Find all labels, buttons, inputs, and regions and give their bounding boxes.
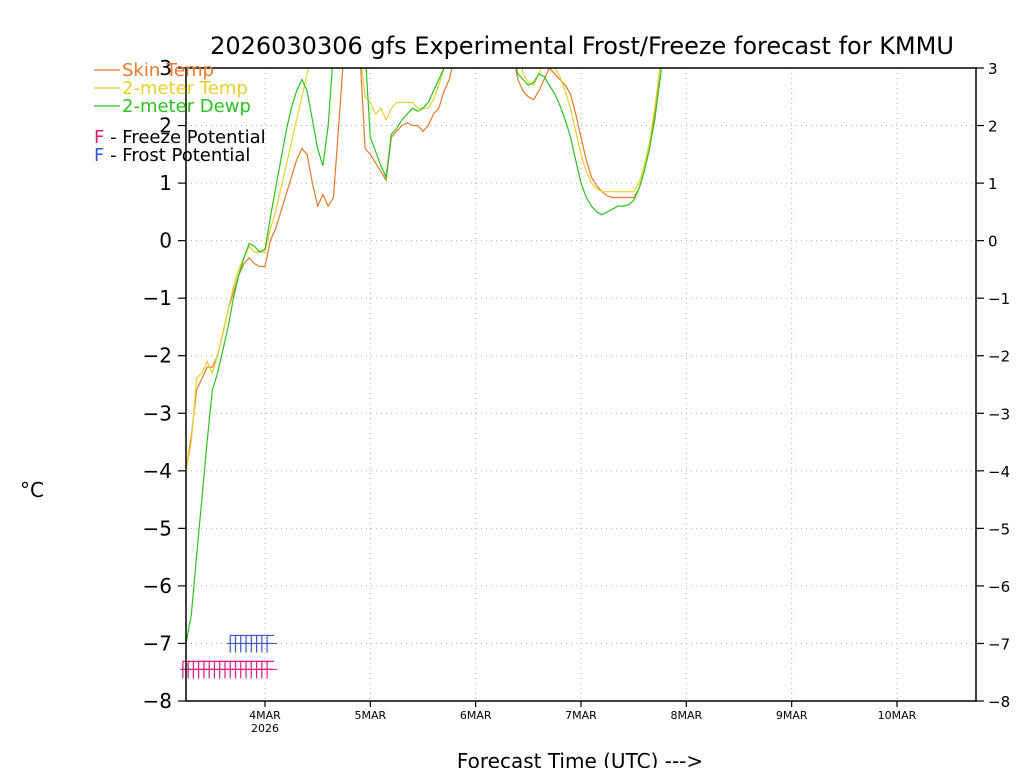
legend-entry: Skin Temp <box>122 60 214 81</box>
y-axis-ticks: −8 −7 −6 −5 −4 −3 −2 −1 0 1 2 3 <box>143 56 186 713</box>
x-axis-label: Forecast Time (UTC) ---> <box>457 749 703 768</box>
legend-entry: 2-meter Dewp <box>122 96 251 117</box>
series-line-2-meter-temp <box>361 68 445 122</box>
potential-marker-f <box>266 660 275 679</box>
grid <box>186 68 976 701</box>
y-tick-label: 1 <box>159 171 172 195</box>
potential-marker-f <box>266 634 275 653</box>
series-line-2-meter-dewp <box>515 68 663 216</box>
x-tick-label: 10MAR <box>878 709 917 722</box>
series-line-skin-temp <box>186 68 344 471</box>
y-right-tick-label: −7 <box>988 635 1010 653</box>
x-tick-label: 8MAR <box>670 709 702 722</box>
y-tick-label: −2 <box>143 344 172 368</box>
legend-marker-entry: F - Freeze Potential <box>94 127 266 148</box>
y-tick-label: −8 <box>143 689 172 713</box>
y-right-tick-label: −3 <box>988 405 1010 423</box>
y-right-tick-label: −2 <box>988 348 1010 366</box>
y-tick-label: −1 <box>143 286 172 310</box>
y-right-tick-label: −8 <box>988 693 1010 711</box>
y-right-tick-label: −6 <box>988 578 1010 596</box>
series-line-2-meter-dewp <box>186 68 333 644</box>
x-tick-label: 7MAR <box>565 709 597 722</box>
y-right-tick-label: −5 <box>988 520 1010 538</box>
series-line-2-meter-temp <box>521 68 661 193</box>
x-tick-year-label: 2026 <box>251 722 279 735</box>
chart-title: 2026030306 gfs Experimental Frost/Freeze… <box>210 32 954 60</box>
y-tick-label: −6 <box>143 574 172 598</box>
series-line-2-meter-temp <box>186 68 310 471</box>
y-tick-label: −5 <box>143 516 172 540</box>
legend-marker-entry: F - Frost Potential <box>94 145 250 166</box>
series-layer <box>186 68 663 644</box>
y-tick-label: 3 <box>159 56 172 80</box>
y-axis-label: °C <box>20 478 44 502</box>
x-tick-label: 4MAR <box>249 709 281 722</box>
series-line-skin-temp <box>360 68 453 182</box>
x-tick-label: 9MAR <box>776 709 808 722</box>
y-right-tick-label: −4 <box>988 463 1010 481</box>
y-tick-label: −3 <box>143 401 172 425</box>
y-right-tick-label: 0 <box>988 233 998 251</box>
x-tick-label: 6MAR <box>460 709 492 722</box>
y-tick-label: −4 <box>143 459 172 483</box>
y-tick-label: 2 <box>159 114 172 138</box>
y-tick-label: 0 <box>159 229 172 253</box>
y-right-tick-label: 2 <box>988 118 998 136</box>
y-right-tick-label: −1 <box>988 290 1010 308</box>
series-line-2-meter-dewp <box>365 68 445 180</box>
legend-entry: 2-meter Temp <box>122 78 248 99</box>
y-right-tick-label: 3 <box>988 60 998 78</box>
y-right-tick-label: 1 <box>988 175 998 193</box>
plot-area-frame <box>185 67 977 702</box>
y-axis-right-ticks: −8 −7 −6 −5 −4 −3 −2 −1 0 1 2 3 <box>976 60 1010 711</box>
x-tick-label: 5MAR <box>354 709 386 722</box>
potential-markers <box>179 634 278 679</box>
y-tick-label: −7 <box>143 631 172 655</box>
